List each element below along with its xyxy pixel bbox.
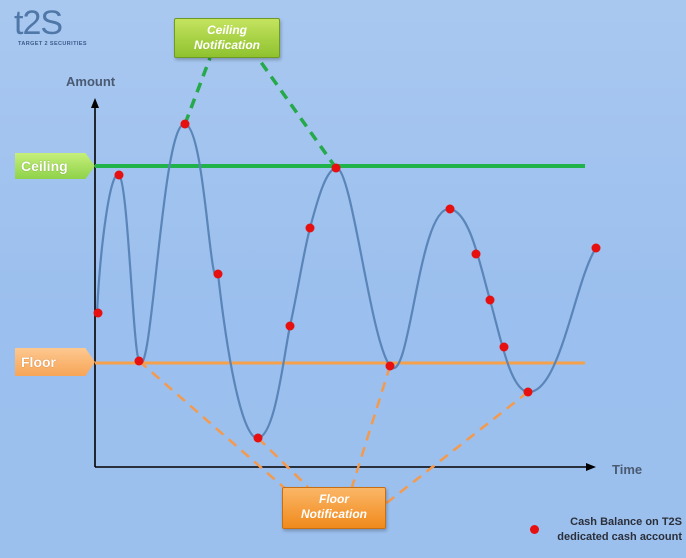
x-axis-arrow bbox=[586, 463, 596, 471]
floor-tag: Floor bbox=[15, 348, 95, 376]
balance-point bbox=[499, 342, 509, 352]
balance-point bbox=[93, 308, 103, 318]
ceiling-notification-title-2: Notification bbox=[194, 38, 260, 52]
floor-notification-title-1: Floor bbox=[319, 492, 349, 506]
ceiling-tag: Ceiling bbox=[15, 153, 95, 179]
cash-balance-points bbox=[93, 119, 601, 443]
ceiling-notification-box: Ceiling Notification bbox=[174, 18, 280, 58]
balance-point bbox=[471, 249, 481, 259]
y-axis-arrow bbox=[91, 98, 99, 108]
floor-connector-1 bbox=[138, 360, 305, 506]
logo-mark: t2S bbox=[14, 4, 63, 42]
balance-point bbox=[285, 321, 295, 331]
legend-line-1: Cash Balance on T2S bbox=[570, 516, 682, 528]
floor-connector-2 bbox=[257, 437, 309, 488]
balance-point bbox=[305, 223, 315, 233]
balance-curve bbox=[95, 122, 597, 440]
balance-point bbox=[485, 295, 495, 305]
y-axis-label: Amount bbox=[66, 74, 116, 89]
balance-point bbox=[445, 204, 455, 214]
legend-dot-icon bbox=[530, 525, 539, 534]
ceiling-connector-1 bbox=[183, 57, 212, 125]
x-axis-label: Time bbox=[612, 462, 643, 477]
balance-point bbox=[523, 387, 533, 397]
t2s-logo: t2S TARGET 2 SECURITIES bbox=[14, 4, 124, 52]
balance-point bbox=[591, 243, 601, 253]
legend-text: Cash Balance on T2S dedicated cash accou… bbox=[542, 515, 682, 545]
balance-point bbox=[134, 356, 144, 366]
balance-point bbox=[331, 163, 341, 173]
floor-notification-box: Floor Notification bbox=[282, 487, 386, 529]
balance-point bbox=[114, 170, 124, 180]
balance-point bbox=[253, 433, 263, 443]
floor-connector-3 bbox=[350, 365, 392, 488]
balance-point bbox=[180, 119, 190, 129]
balance-point bbox=[213, 269, 223, 279]
legend-line-2: dedicated cash account bbox=[557, 531, 682, 543]
legend: Cash Balance on T2S dedicated cash accou… bbox=[528, 515, 684, 555]
ceiling-connector-2 bbox=[256, 56, 338, 170]
ceiling-notification-title-1: Ceiling bbox=[206, 23, 247, 37]
balance-point bbox=[385, 361, 395, 371]
logo-tagline: TARGET 2 SECURITIES bbox=[18, 41, 87, 47]
floor-connector-4 bbox=[383, 391, 529, 506]
floor-notification-title-2: Notification bbox=[301, 507, 367, 521]
